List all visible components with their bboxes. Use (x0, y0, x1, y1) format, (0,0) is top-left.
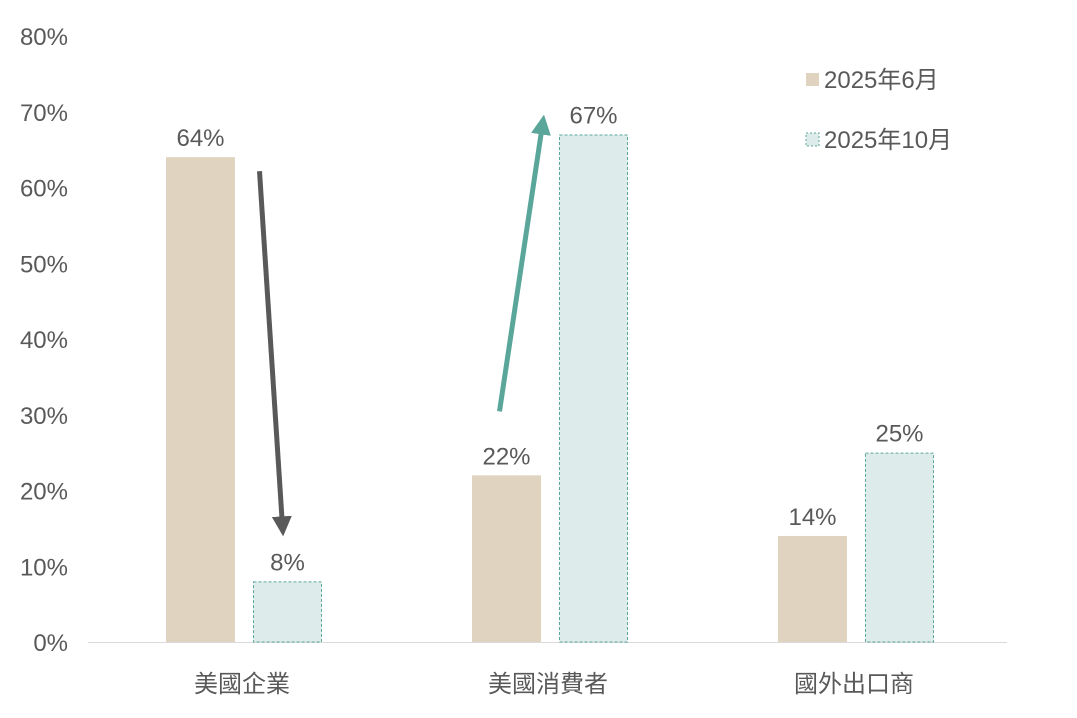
legend-label: 2025年6月 (824, 67, 939, 94)
y-tick-label: 40% (20, 327, 68, 354)
bar (253, 581, 322, 643)
bar (166, 157, 235, 642)
legend-label: 2025年10月 (824, 127, 952, 154)
x-axis: 美國企業 美國消費者 國外出口商 (88, 642, 1007, 698)
trend-arrows (257, 114, 551, 537)
y-tick-label: 80% (20, 24, 68, 51)
x-tick-label: 國外出口商 (794, 671, 914, 698)
data-label: 25% (875, 421, 923, 448)
bar (778, 535, 847, 642)
y-axis: 0% 10% 20% 30% 40% 50% 60% 70% 80% (20, 24, 68, 657)
y-tick-label: 30% (20, 403, 68, 430)
data-label: 14% (788, 504, 836, 531)
legend: 2025年6月 2025年10月 (805, 67, 952, 154)
legend-swatch (806, 73, 819, 86)
bar (865, 452, 934, 643)
y-tick-label: 70% (20, 100, 68, 127)
data-labels: 64% 22% 14% 8% 67% 25% (176, 102, 923, 576)
y-tick-label: 10% (20, 554, 68, 581)
arrow-up-icon (497, 114, 551, 412)
bars (166, 134, 934, 643)
y-tick-label: 20% (20, 479, 68, 506)
data-label: 67% (569, 102, 617, 129)
arrow-down-icon (257, 171, 292, 537)
legend-swatch (805, 132, 820, 147)
y-tick-label: 0% (33, 630, 68, 657)
x-tick-label: 美國企業 (194, 671, 290, 698)
bar (559, 134, 628, 643)
data-label: 64% (176, 125, 224, 152)
y-tick-label: 60% (20, 176, 68, 203)
data-label: 8% (270, 549, 305, 576)
bar (472, 475, 541, 642)
data-label: 22% (482, 443, 530, 470)
x-tick-label: 美國消費者 (488, 671, 608, 698)
y-tick-label: 50% (20, 251, 68, 278)
